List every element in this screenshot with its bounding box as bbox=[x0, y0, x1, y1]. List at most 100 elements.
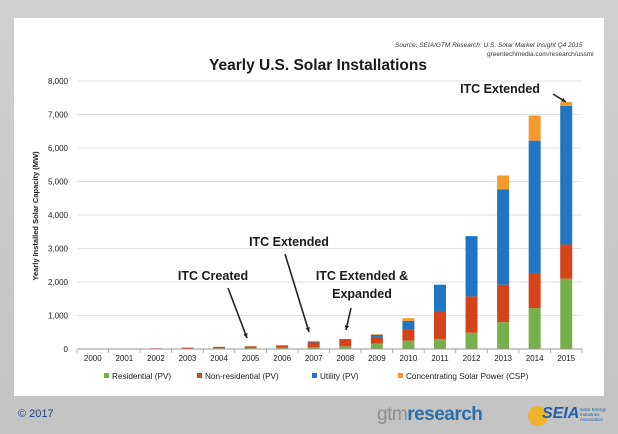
x-tick-label: 2007 bbox=[305, 354, 323, 363]
bar-segment-residential-2014 bbox=[528, 308, 541, 349]
legend-label-residential: Residential (PV) bbox=[112, 372, 171, 381]
x-tick-label: 2012 bbox=[463, 354, 481, 363]
y-tick-label: 2,000 bbox=[48, 278, 69, 287]
bar-segment-residential-2009 bbox=[370, 343, 383, 349]
bar-segment-csp-2015 bbox=[560, 102, 573, 106]
y-tick-label: 0 bbox=[64, 345, 69, 354]
bar-segment-utility-2012 bbox=[465, 236, 478, 297]
legend-swatch-non_residential bbox=[197, 373, 202, 378]
x-tick-label: 2008 bbox=[336, 354, 354, 363]
x-tick-label: 2000 bbox=[84, 354, 102, 363]
bar-segment-residential-2005 bbox=[244, 347, 257, 349]
legend-swatch-csp bbox=[398, 373, 403, 378]
y-tick-label: 1,000 bbox=[48, 312, 69, 321]
source-line: Source: SEIA/GTM Research: U.S. Solar Ma… bbox=[395, 42, 583, 49]
bar-segment-non_residential-2011 bbox=[433, 311, 446, 339]
bar-segment-utility-2013 bbox=[497, 189, 510, 285]
bar-segment-non_residential-2007 bbox=[307, 342, 320, 347]
bar-segment-non_residential-2014 bbox=[528, 272, 541, 309]
bar-segment-non_residential-2015 bbox=[560, 244, 573, 279]
bar-segment-non_residential-2008 bbox=[339, 339, 352, 347]
x-tick-label: 2001 bbox=[115, 354, 133, 363]
bar-segment-non_residential-2006 bbox=[276, 345, 289, 348]
legend: Residential (PV) Non-residential (PV) Util… bbox=[104, 372, 529, 381]
bar-segment-residential-2006 bbox=[276, 347, 289, 349]
x-tick-label: 2006 bbox=[273, 354, 291, 363]
x-tick-label: 2013 bbox=[494, 354, 512, 363]
arrow-head-icon bbox=[243, 333, 248, 338]
bar-segment-non_residential-2004 bbox=[213, 346, 226, 349]
arrow-head-icon bbox=[561, 97, 566, 102]
bar-segment-non_residential-2012 bbox=[465, 296, 478, 333]
bar-segment-residential-2007 bbox=[307, 346, 320, 349]
x-tick-label: 2009 bbox=[368, 354, 386, 363]
x-tick-label: 2002 bbox=[147, 354, 165, 363]
chart-title: Yearly U.S. Solar Installations bbox=[209, 57, 427, 74]
bar-segment-csp-2010 bbox=[402, 318, 415, 321]
x-tick-label: 2014 bbox=[526, 354, 544, 363]
bar-segment-residential-2008 bbox=[339, 346, 352, 349]
bar-segment-residential-2013 bbox=[497, 322, 510, 349]
bar-segment-csp-2014 bbox=[528, 115, 541, 141]
x-tick-label: 2005 bbox=[242, 354, 260, 363]
bar-segment-csp-2007 bbox=[307, 340, 320, 342]
bars bbox=[86, 102, 573, 350]
bar-segment-utility-2007 bbox=[307, 341, 320, 343]
annotation-label: ITC Created bbox=[178, 269, 248, 283]
bar-segment-utility-2010 bbox=[402, 320, 415, 330]
arrow-head-icon bbox=[344, 325, 350, 330]
gtm-research-logo: gtmresearch bbox=[377, 404, 483, 426]
bar-segment-non_residential-2003 bbox=[181, 347, 194, 349]
seia-subtitle: Solar Energy Industries Association bbox=[580, 407, 607, 422]
annotation-label: ITC Extended bbox=[460, 82, 540, 96]
y-tick-label: 7,000 bbox=[48, 111, 69, 120]
y-tick-label: 8,000 bbox=[48, 77, 69, 86]
legend-label-non_residential: Non-residential (PV) bbox=[205, 372, 279, 381]
x-tick-label: 2004 bbox=[210, 354, 228, 363]
bar-segment-residential-2012 bbox=[465, 332, 478, 349]
bar-segment-non_residential-2010 bbox=[402, 329, 415, 341]
bar-segment-residential-2015 bbox=[560, 278, 573, 349]
bar-segment-non_residential-2013 bbox=[497, 284, 510, 323]
bar-segment-csp-2009 bbox=[370, 334, 383, 335]
bar-segment-non_residential-2005 bbox=[244, 346, 257, 348]
legend-label-utility: Utility (PV) bbox=[320, 372, 359, 381]
annotation-label: Expanded bbox=[332, 287, 392, 301]
bar-segment-csp-2013 bbox=[497, 175, 510, 190]
annotation-label: ITC Extended & bbox=[316, 269, 408, 283]
x-tick-label: 2003 bbox=[179, 354, 197, 363]
y-tick-label: 6,000 bbox=[48, 144, 69, 153]
x-tick-label: 2010 bbox=[400, 354, 418, 363]
y-tick-label: 5,000 bbox=[48, 178, 69, 187]
legend-swatch-utility bbox=[312, 373, 317, 378]
gtm-logo-text: gtm bbox=[377, 404, 408, 425]
research-logo-text: research bbox=[407, 404, 483, 425]
bar-segment-utility-2009 bbox=[370, 334, 383, 337]
bar-segment-residential-2010 bbox=[402, 340, 415, 349]
y-axis-label: Yearly Installed Solar Capacity (MW) bbox=[31, 151, 40, 281]
x-tick-label: 2011 bbox=[431, 354, 449, 363]
seia-logo: SEIA Solar Energy Industries Association bbox=[524, 402, 607, 430]
y-tick-label: 3,000 bbox=[48, 245, 69, 254]
legend-swatch-residential bbox=[104, 373, 109, 378]
copyright-text: © 2017 bbox=[18, 408, 54, 420]
x-tick-label: 2015 bbox=[557, 354, 575, 363]
annotation-label: ITC Extended bbox=[249, 235, 329, 249]
bar-segment-non_residential-2009 bbox=[370, 336, 383, 344]
bar-segment-utility-2011 bbox=[433, 284, 446, 312]
bar-segment-utility-2015 bbox=[560, 105, 573, 245]
axes: 0 1,000 2,000 3,000 4,000 5,000 6,000 7,000 8,00… bbox=[48, 77, 583, 363]
bar-segment-utility-2008 bbox=[339, 338, 352, 340]
sun-icon bbox=[528, 406, 548, 426]
y-tick-label: 4,000 bbox=[48, 211, 69, 220]
arrow-head-icon bbox=[305, 327, 310, 332]
source-url: greentechmedia.com/research/ussmi bbox=[487, 51, 594, 58]
annotation-arrow bbox=[227, 287, 248, 339]
bar-segment-utility-2014 bbox=[528, 140, 541, 273]
bar-segment-residential-2011 bbox=[433, 338, 446, 349]
legend-label-csp: Concentrating Solar Power (CSP) bbox=[406, 372, 529, 381]
seia-logo-text: SEIA bbox=[542, 405, 580, 422]
annotations: ITC Created ITC Extended ITC Extended & Exp… bbox=[178, 82, 567, 339]
annotation-arrow bbox=[284, 253, 310, 333]
